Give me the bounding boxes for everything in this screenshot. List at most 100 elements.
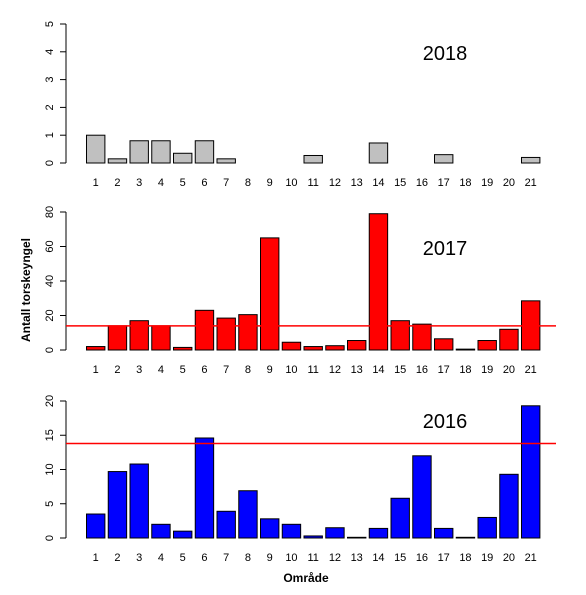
bar-4 bbox=[151, 140, 171, 164]
bar-3 bbox=[129, 140, 149, 164]
x-tick-label: 3 bbox=[136, 552, 142, 564]
bar-1 bbox=[86, 513, 106, 539]
bar-1 bbox=[86, 346, 106, 351]
x-tick-label: 14 bbox=[372, 552, 384, 564]
x-tick-label: 4 bbox=[158, 177, 164, 189]
x-tick-label: 2 bbox=[114, 177, 120, 189]
x-tick-label: 1 bbox=[93, 364, 99, 376]
x-tick-label: 11 bbox=[307, 552, 318, 564]
y-tick-label: 40 bbox=[44, 275, 56, 287]
bar-1 bbox=[86, 134, 106, 164]
bar-7 bbox=[216, 158, 236, 164]
bar-8 bbox=[238, 490, 258, 539]
bar-15 bbox=[390, 497, 410, 539]
x-tick-label: 13 bbox=[351, 177, 363, 189]
y-tick-label: 1 bbox=[44, 132, 56, 138]
x-tick-label: 15 bbox=[394, 552, 406, 564]
bar-20 bbox=[499, 473, 519, 539]
y-tick-label: 5 bbox=[44, 501, 56, 507]
x-tick-label: 16 bbox=[416, 177, 428, 189]
bar-10 bbox=[281, 341, 302, 351]
x-tick-label: 6 bbox=[201, 552, 207, 564]
panel-title: 2018 bbox=[423, 43, 468, 65]
x-tick-label: 14 bbox=[372, 364, 384, 376]
x-tick-label: 17 bbox=[438, 177, 450, 189]
y-tick-label: 4 bbox=[44, 49, 56, 55]
x-tick-label: 19 bbox=[481, 177, 493, 189]
y-tick-label: 15 bbox=[44, 429, 56, 441]
bar-20 bbox=[499, 328, 519, 351]
x-tick-label: 1 bbox=[93, 177, 99, 189]
x-tick-label: 4 bbox=[158, 364, 164, 376]
x-tick-label: 6 bbox=[201, 364, 207, 376]
bar-13 bbox=[347, 536, 367, 539]
bar-5 bbox=[173, 346, 193, 351]
x-tick-label: 18 bbox=[459, 364, 471, 376]
bar-21 bbox=[521, 405, 541, 539]
bar-3 bbox=[129, 463, 149, 539]
bar-2 bbox=[107, 471, 128, 539]
bar-12 bbox=[325, 345, 345, 351]
bar-4 bbox=[151, 523, 171, 539]
bar-7 bbox=[216, 510, 236, 539]
x-tick-label: 6 bbox=[201, 177, 207, 189]
bar-8 bbox=[238, 314, 258, 351]
x-tick-label: 7 bbox=[223, 177, 229, 189]
x-tick-label: 16 bbox=[416, 552, 428, 564]
bar-14 bbox=[368, 213, 389, 351]
x-tick-label: 11 bbox=[307, 364, 318, 376]
x-tick-label: 20 bbox=[503, 364, 515, 376]
x-tick-label: 21 bbox=[525, 552, 537, 564]
bar-7 bbox=[216, 317, 236, 351]
bar-13 bbox=[347, 340, 367, 351]
x-tick-label: 21 bbox=[525, 364, 537, 376]
bar-9 bbox=[260, 518, 280, 539]
y-tick-label: 20 bbox=[44, 309, 56, 321]
x-tick-label: 7 bbox=[223, 552, 229, 564]
x-tick-label: 5 bbox=[180, 552, 186, 564]
y-tick-label: 0 bbox=[44, 535, 56, 541]
bar-18 bbox=[455, 348, 476, 351]
x-tick-label: 18 bbox=[459, 177, 471, 189]
x-tick-label: 8 bbox=[245, 177, 251, 189]
x-tick-label: 9 bbox=[267, 552, 273, 564]
x-tick-label: 8 bbox=[245, 364, 251, 376]
x-tick-label: 3 bbox=[136, 177, 142, 189]
x-tick-label: 9 bbox=[267, 364, 273, 376]
y-tick-label: 0 bbox=[44, 160, 56, 166]
bar-16 bbox=[412, 323, 432, 351]
bar-5 bbox=[173, 530, 193, 539]
bar-19 bbox=[477, 340, 497, 351]
x-tick-label: 5 bbox=[180, 177, 186, 189]
bar-16 bbox=[412, 455, 432, 539]
bar-21 bbox=[521, 156, 541, 164]
bar-14 bbox=[368, 527, 389, 539]
x-tick-label: 5 bbox=[180, 364, 186, 376]
y-tick-label: 10 bbox=[44, 463, 56, 475]
bar-11 bbox=[303, 154, 323, 164]
bar-17 bbox=[434, 338, 454, 351]
x-tick-label: 10 bbox=[285, 177, 297, 189]
bar-15 bbox=[390, 320, 410, 351]
bar-11 bbox=[303, 346, 323, 351]
x-tick-label: 20 bbox=[503, 177, 515, 189]
x-tick-label: 19 bbox=[481, 364, 493, 376]
y-tick-label: 0 bbox=[44, 347, 56, 353]
x-tick-label: 15 bbox=[394, 364, 406, 376]
y-tick-label: 60 bbox=[44, 240, 56, 252]
x-axis-label: Område bbox=[283, 571, 329, 585]
x-tick-label: 10 bbox=[285, 364, 297, 376]
x-tick-label: 17 bbox=[438, 364, 450, 376]
x-tick-label: 9 bbox=[267, 177, 273, 189]
x-tick-label: 12 bbox=[329, 177, 341, 189]
x-tick-label: 13 bbox=[351, 364, 363, 376]
x-tick-label: 13 bbox=[351, 552, 363, 564]
bar-11 bbox=[303, 535, 323, 539]
x-tick-label: 4 bbox=[158, 552, 164, 564]
y-axis-label: Antall torskeyngel bbox=[19, 238, 33, 342]
